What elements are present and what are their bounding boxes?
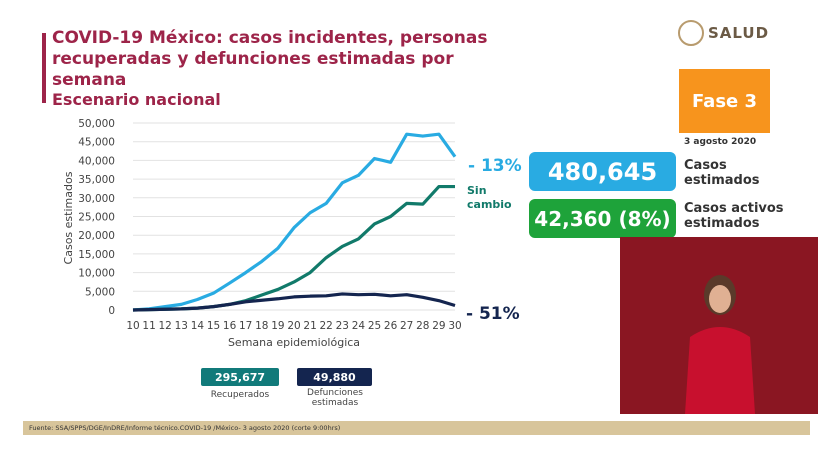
series-line-2 bbox=[132, 292, 456, 312]
x-tick-label: 23 bbox=[336, 320, 349, 332]
x-tick-label: 27 bbox=[400, 320, 413, 332]
kpi-casos-label: Casos estimados bbox=[684, 158, 760, 188]
x-tick-label: 18 bbox=[255, 320, 268, 332]
y-tick-label: 10,000 bbox=[78, 268, 115, 280]
page-title: COVID-19 México: casos incidentes, perso… bbox=[52, 28, 488, 90]
salud-logo: SALUD bbox=[678, 20, 769, 46]
x-axis-label: Semana epidemiológica bbox=[228, 336, 360, 349]
x-tick-label: 25 bbox=[368, 320, 381, 332]
x-tick-label: 14 bbox=[191, 320, 205, 332]
x-tick-label: 24 bbox=[352, 320, 366, 332]
seal-icon bbox=[678, 20, 704, 46]
series-end-label: cambio bbox=[467, 198, 512, 211]
y-tick-label: 0 bbox=[108, 305, 115, 317]
kpi-activos-value: 42,360 (8%) bbox=[529, 199, 676, 238]
y-axis-label: Casos estimados bbox=[62, 171, 75, 264]
defunciones-label: Defunciones estimadas bbox=[307, 388, 363, 408]
series-end-label: - 51% bbox=[466, 304, 520, 324]
y-tick-label: 45,000 bbox=[78, 137, 115, 149]
x-tick-label: 19 bbox=[271, 320, 284, 332]
sign-language-interpreter-video bbox=[620, 237, 818, 414]
series-end-label: - 13% bbox=[468, 156, 522, 176]
y-tick-label: 30,000 bbox=[78, 193, 115, 205]
y-tick-label: 35,000 bbox=[78, 174, 115, 186]
x-tick-label: 13 bbox=[175, 320, 188, 332]
y-tick-label: 40,000 bbox=[78, 155, 115, 167]
y-tick-label: 50,000 bbox=[78, 118, 115, 130]
y-tick-label: 5,000 bbox=[85, 286, 115, 298]
y-tick-label: 25,000 bbox=[78, 212, 115, 224]
kpi-casos-value: 480,645 bbox=[529, 152, 676, 191]
x-tick-label: 21 bbox=[303, 320, 316, 332]
report-date: 3 agosto 2020 bbox=[684, 137, 757, 147]
y-tick-label: 20,000 bbox=[78, 230, 115, 242]
x-tick-label: 17 bbox=[239, 320, 252, 332]
x-tick-label: 20 bbox=[287, 320, 300, 332]
series-end-label: Sin bbox=[467, 184, 487, 197]
title-accent-bar bbox=[42, 33, 46, 103]
source-footer: Fuente: SSA/SPPS/DGE/InDRE/Informe técni… bbox=[23, 421, 810, 435]
x-tick-label: 10 bbox=[126, 320, 139, 332]
y-tick-label: 15,000 bbox=[78, 249, 115, 261]
x-tick-label: 12 bbox=[159, 320, 172, 332]
x-tick-label: 15 bbox=[207, 320, 220, 332]
kpi-activos-label: Casos activos estimados bbox=[684, 201, 784, 231]
page-subtitle: Escenario nacional bbox=[52, 90, 221, 109]
x-tick-label: 29 bbox=[432, 320, 445, 332]
recuperados-label: Recuperados bbox=[210, 390, 270, 400]
phase-badge: Fase 3 bbox=[679, 69, 770, 133]
x-tick-label: 16 bbox=[223, 320, 237, 332]
x-tick-label: 30 bbox=[448, 320, 461, 332]
recuperados-value: 295,677 bbox=[201, 368, 279, 386]
defunciones-value: 49,880 bbox=[297, 368, 372, 386]
x-tick-label: 22 bbox=[320, 320, 333, 332]
interpreter-figure bbox=[685, 275, 755, 414]
x-tick-label: 26 bbox=[384, 320, 398, 332]
x-tick-label: 28 bbox=[416, 320, 429, 332]
x-tick-label: 11 bbox=[142, 320, 155, 332]
